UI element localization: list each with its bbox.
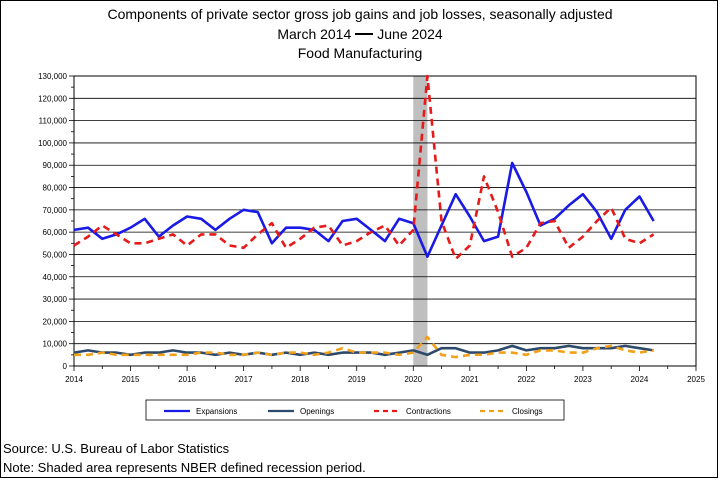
x-tick-label: 2015 (122, 375, 140, 384)
x-tick-label: 2017 (235, 375, 253, 384)
y-tick-label: 10,000 (43, 340, 68, 349)
grid-layer (74, 75, 696, 345)
axis-layer: 0 10,000 20,000 30,000 40,000 50,000 60,000 70,… (38, 72, 705, 384)
x-tick-label: 2016 (178, 375, 196, 384)
y-tick-label: 20,000 (43, 317, 68, 326)
legend-label-contractions: Contractions (406, 407, 451, 416)
y-tick-label: 0 (63, 362, 68, 371)
x-tick-label: 2019 (348, 375, 366, 384)
y-tick-label: 70,000 (43, 206, 68, 215)
x-tick-label: 2020 (404, 375, 422, 384)
legend-label-closings: Closings (512, 407, 543, 416)
chart-industry: Food Manufacturing (297, 45, 423, 61)
legend-label-openings: Openings (300, 407, 334, 416)
recession-layer (413, 76, 428, 366)
plot-area (73, 75, 697, 367)
series-line-closings (74, 335, 654, 359)
y-tick-label: 110,000 (39, 117, 68, 126)
date-range-end: June 2024 (377, 26, 443, 42)
legend-box (145, 399, 565, 421)
series-line-expansions (73, 161, 655, 259)
chart-date-range: March 2014 June 2024 (0, 26, 720, 42)
series-layer (73, 74, 655, 359)
x-tick-label: 2021 (461, 375, 479, 384)
y-tick-label: 80,000 (43, 184, 68, 193)
x-tick-label: 2024 (631, 375, 649, 384)
series-line-contractions (73, 74, 655, 261)
chart-title: Components of private sector gross job g… (107, 6, 613, 22)
y-tick-label: 50,000 (43, 250, 68, 259)
legend-label-expansions: Expansions (196, 407, 237, 416)
recession-note: Note: Shaded area represents NBER define… (3, 460, 366, 475)
source-note: Source: U.S. Bureau of Labor Statistics (3, 441, 230, 456)
y-tick-label: 130,000 (38, 72, 67, 81)
y-tick-label: 120,000 (38, 94, 67, 103)
x-tick-label: 2014 (65, 375, 83, 384)
x-tick-label: 2023 (574, 375, 592, 384)
x-tick-label: 2025 (687, 375, 705, 384)
range-dash (355, 33, 374, 36)
recession-band (413, 76, 428, 366)
legend: Expansions Openings Contractions Closings (145, 399, 565, 421)
y-tick-label: 30,000 (43, 295, 68, 304)
y-tick-label: 60,000 (43, 228, 68, 237)
date-range-start: March 2014 (277, 26, 352, 42)
y-tick-label: 40,000 (43, 273, 68, 282)
x-tick-label: 2018 (291, 375, 309, 384)
y-tick-label: 90,000 (43, 161, 68, 170)
y-tick-label: 100,000 (38, 139, 67, 148)
x-tick-label: 2022 (517, 375, 535, 384)
